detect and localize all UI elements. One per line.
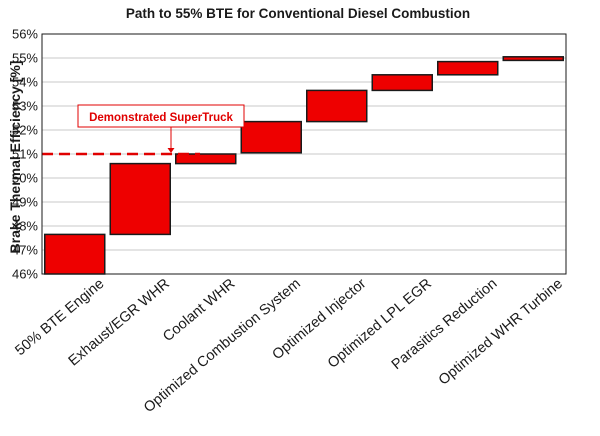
- y-tick-label: 47%: [12, 243, 38, 258]
- y-tick-label: 48%: [12, 219, 38, 234]
- x-tick-label: Parasitics Reduction: [389, 276, 501, 373]
- y-tick-label: 50%: [12, 171, 38, 186]
- waterfall-bar: [240, 120, 302, 154]
- bars: [44, 56, 564, 275]
- y-axis-label: Brake Thermal Efficiency [%]: [7, 61, 23, 254]
- y-tick-label: 55%: [12, 51, 38, 66]
- waterfall-bar: [175, 153, 237, 165]
- waterfall-bar: [437, 60, 499, 76]
- waterfall-bar: [502, 56, 564, 62]
- y-tick-label: 49%: [12, 195, 38, 210]
- y-tick-label: 51%: [12, 147, 38, 162]
- waterfall-bar: [306, 89, 368, 123]
- y-tick-label: 52%: [12, 123, 38, 138]
- y-tick-label: 54%: [12, 75, 38, 90]
- annotation-label: Demonstrated SuperTruck: [89, 112, 233, 124]
- annotation-arrowhead: [167, 148, 175, 153]
- annotation-box: [77, 104, 245, 128]
- y-tick-label: 46%: [12, 267, 38, 282]
- reference-annotation: Demonstrated SuperTruck: [42, 104, 245, 156]
- waterfall-bar: [109, 162, 171, 236]
- waterfall-bar: [44, 233, 106, 275]
- y-tick-label: 56%: [12, 27, 38, 42]
- plot-frame: [41, 33, 567, 275]
- x-tick-label: Optimized WHR Turbine: [436, 276, 566, 389]
- waterfall-bar: [371, 74, 433, 92]
- y-tick-labels: 46% 47% 48% 49% 50% 51% 52% 53% 54% 55% 56%: [12, 27, 38, 282]
- y-tick-label: 53%: [12, 99, 38, 114]
- chart-title: Path to 55% BTE for Conventional Diesel …: [126, 6, 470, 21]
